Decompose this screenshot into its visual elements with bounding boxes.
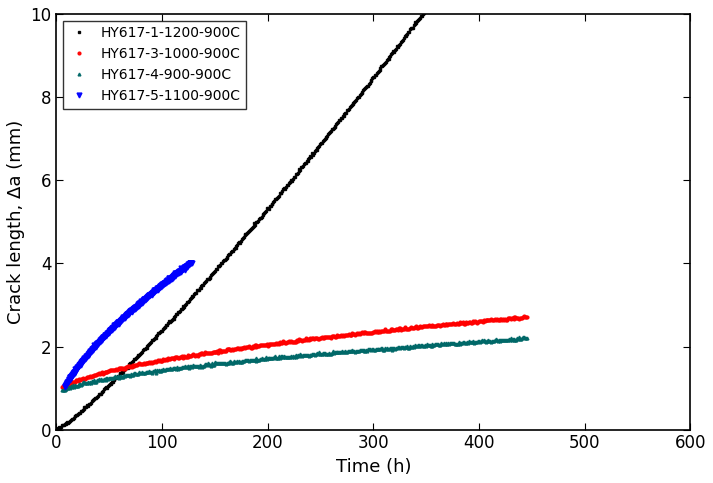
HY617-4-900-900C: [281, 354, 289, 360]
HY617-5-1100-900C: [136, 299, 145, 305]
HY617-5-1100-900C: [165, 276, 173, 282]
Line: HY617-3-1000-900C: HY617-3-1000-900C: [61, 315, 528, 389]
HY617-3-1000-900C: [335, 333, 344, 339]
HY617-5-1100-900C: [61, 383, 69, 389]
HY617-1-1200-900C: [52, 426, 61, 432]
HY617-5-1100-900C: [185, 262, 193, 268]
HY617-4-900-900C: [438, 341, 447, 347]
HY617-5-1100-900C: [61, 384, 69, 389]
HY617-5-1100-900C: [121, 313, 130, 319]
HY617-3-1000-900C: [520, 313, 528, 319]
HY617-3-1000-900C: [282, 340, 290, 346]
Legend: HY617-1-1200-900C, HY617-3-1000-900C, HY617-4-900-900C, HY617-5-1100-900C: HY617-1-1200-900C, HY617-3-1000-900C, HY…: [63, 21, 247, 109]
HY617-3-1000-900C: [523, 314, 531, 320]
HY617-5-1100-900C: [122, 313, 130, 319]
HY617-1-1200-900C: [420, 8, 429, 14]
HY617-5-1100-900C: [188, 260, 196, 266]
HY617-3-1000-900C: [59, 384, 68, 390]
HY617-3-1000-900C: [279, 339, 288, 344]
HY617-1-1200-900C: [268, 201, 277, 207]
HY617-3-1000-900C: [439, 322, 448, 328]
Y-axis label: Crack length, Δa (mm): Crack length, Δa (mm): [7, 120, 25, 324]
HY617-3-1000-900C: [310, 336, 319, 342]
HY617-1-1200-900C: [295, 167, 304, 172]
HY617-4-900-900C: [278, 355, 287, 360]
HY617-4-900-900C: [58, 387, 66, 393]
HY617-5-1100-900C: [186, 259, 195, 265]
HY617-5-1100-900C: [130, 305, 138, 311]
Line: HY617-4-900-900C: HY617-4-900-900C: [61, 336, 528, 392]
HY617-1-1200-900C: [265, 203, 274, 209]
HY617-1-1200-900C: [319, 137, 328, 143]
HY617-4-900-900C: [523, 335, 531, 341]
HY617-3-1000-900C: [512, 315, 520, 321]
HY617-4-900-900C: [511, 338, 520, 343]
HY617-4-900-900C: [334, 350, 343, 355]
Line: HY617-1-1200-900C: HY617-1-1200-900C: [55, 0, 507, 431]
Line: HY617-5-1100-900C: HY617-5-1100-900C: [63, 260, 194, 389]
HY617-3-1000-900C: [58, 384, 66, 390]
HY617-4-900-900C: [309, 351, 317, 356]
HY617-4-900-900C: [515, 334, 523, 340]
X-axis label: Time (h): Time (h): [336, 458, 411, 476]
